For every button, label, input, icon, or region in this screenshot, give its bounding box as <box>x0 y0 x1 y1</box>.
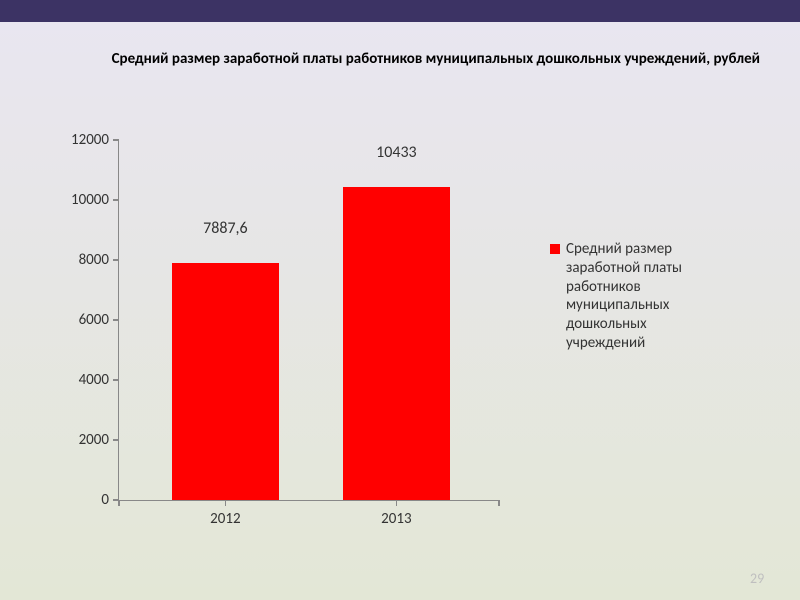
x-tick-label: 2012 <box>210 500 240 528</box>
top-bar <box>0 0 800 22</box>
y-tick-label: 12000 <box>71 131 119 149</box>
x-tick-label: 2013 <box>381 500 411 528</box>
y-tick-label: 6000 <box>79 311 119 329</box>
bar <box>172 263 278 500</box>
x-tick-mark <box>498 500 500 506</box>
y-tick-label: 8000 <box>79 251 119 269</box>
plot-area: 0200040006000800010000120007887,62012104… <box>118 140 499 501</box>
bar <box>343 187 449 500</box>
page-number: 29 <box>750 570 764 587</box>
slide: Средний размер заработной платы работник… <box>0 0 800 600</box>
chart-title: Средний размер заработной платы работник… <box>70 50 760 69</box>
y-tick-label: 10000 <box>71 191 119 209</box>
bar-value-label: 7887,6 <box>203 219 248 238</box>
bar-value-label: 10433 <box>376 143 417 162</box>
y-tick-label: 0 <box>101 491 119 509</box>
x-tick-mark <box>118 500 120 506</box>
legend-label: Средний размер заработной платы работник… <box>566 240 720 353</box>
y-tick-label: 2000 <box>79 431 119 449</box>
bar-chart: 0200040006000800010000120007887,62012104… <box>118 140 498 500</box>
y-tick-label: 4000 <box>79 371 119 389</box>
legend-swatch <box>550 244 560 254</box>
legend: Средний размер заработной платы работник… <box>550 240 720 353</box>
